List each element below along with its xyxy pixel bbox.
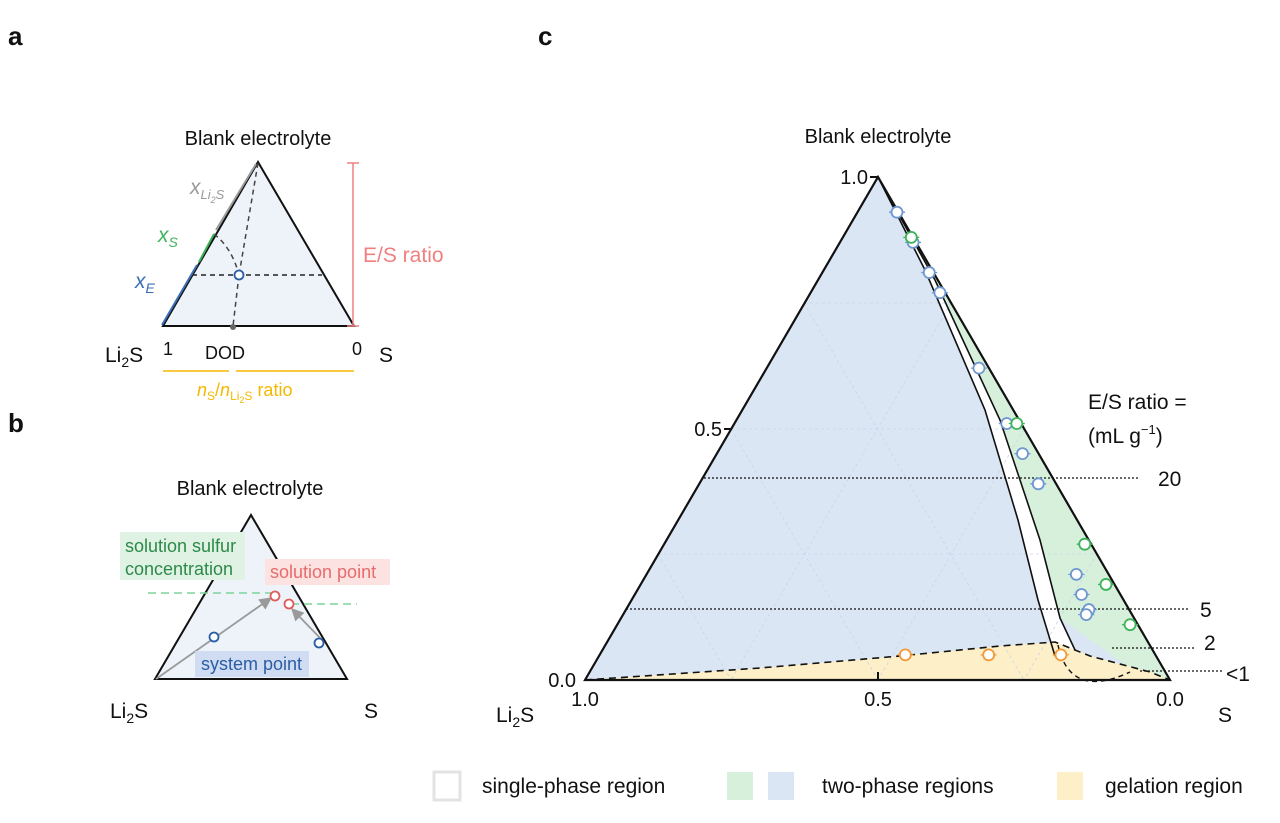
legend-gel: gelation region: [1105, 775, 1243, 798]
panel-a-right-vertex: S: [379, 344, 393, 367]
gelation-boundary: [584, 641, 1171, 681]
data-point: [1097, 578, 1114, 591]
data-point: [1122, 618, 1139, 632]
x-li2s-bar: [215, 163, 257, 231]
data-point-marker: [890, 205, 904, 219]
data-point: [921, 266, 938, 279]
x-tick-1: 1.0: [571, 689, 599, 711]
data-point: [1078, 608, 1095, 622]
panel-a-letter: a: [8, 21, 23, 51]
panel-c-right-vertex: S: [1218, 704, 1232, 727]
panel-a-system-point: [233, 269, 245, 281]
data-point-marker: [898, 648, 912, 662]
panel-b-right-vertex: S: [364, 700, 378, 723]
x-s-bar: [198, 233, 215, 263]
sulfur-conc-label-1: solution sulfur: [125, 536, 236, 556]
panel-b-left-vertex: Li2S: [110, 700, 148, 726]
es-level-2: 2: [1204, 632, 1216, 655]
data-point: [1076, 537, 1093, 551]
data-point: [903, 230, 920, 244]
solution-point-label: solution point: [270, 562, 376, 582]
ns-nli2s-ratio-label: nS/nLi2S ratio: [197, 380, 292, 405]
dod-right-value: 0: [352, 339, 362, 359]
x-li2s-label: xLi2S: [189, 176, 225, 205]
data-point-marker: [1099, 578, 1113, 591]
single-phase-region: [878, 177, 1075, 656]
data-point-marker: [1069, 567, 1083, 581]
panel-a-title: Blank electrolyte: [185, 128, 332, 150]
data-point-marker: [1016, 447, 1029, 461]
legend-swatch-green: [727, 772, 753, 800]
system-point-label: system point: [201, 654, 302, 674]
data-point: [1052, 648, 1069, 662]
data-point: [931, 286, 948, 300]
y-tick-1: 1.0: [840, 167, 868, 189]
es-header-line-1: E/S ratio =: [1088, 391, 1187, 414]
panel-c-title: Blank electrolyte: [805, 126, 952, 148]
x-tick-0-5: 0.5: [864, 689, 892, 711]
es-header-line-2: (mL g−1): [1088, 422, 1163, 448]
green-phase-boundary: [877, 176, 1076, 651]
legend-single: single-phase region: [482, 775, 665, 798]
panel-c-left-vertex: Li2S: [496, 704, 534, 730]
y-tick-0-5: 0.5: [694, 419, 722, 441]
x-e-bar: [161, 264, 198, 326]
panel-a-ternary: [161, 160, 359, 330]
legend: single-phase region two-phase regions ge…: [432, 770, 1243, 802]
panel-a-dod-marker: [230, 324, 236, 330]
panel-b-ternary: [148, 513, 357, 680]
legend-swatch-single: [432, 770, 462, 802]
y-tick-0: 0.0: [548, 670, 576, 692]
data-point-marker: [1010, 417, 1024, 430]
data-point-marker: [972, 361, 986, 375]
x-tick-0: 0.0: [1156, 689, 1184, 711]
data-point-marker: [1078, 537, 1092, 551]
data-point: [980, 648, 997, 662]
data-point-marker: [922, 266, 936, 279]
panel-b-letter: b: [8, 408, 24, 438]
data-point: [889, 205, 906, 219]
panel-b-title: Blank electrolyte: [177, 478, 324, 500]
scatter-points: [889, 205, 1139, 662]
sulfur-conc-box: [120, 532, 245, 580]
solution-point-box: [265, 559, 390, 585]
legend-swatch-gel: [1057, 772, 1083, 800]
es-level-20: 20: [1158, 468, 1181, 491]
data-point: [1030, 477, 1047, 491]
blue-phase-boundary: [877, 176, 1056, 657]
es-ratio-label: E/S ratio: [363, 244, 444, 267]
data-point-marker: [982, 648, 996, 662]
data-point-marker: [1031, 477, 1045, 491]
legend-swatch-blue: [768, 772, 794, 800]
panel-c-ternary: [583, 174, 1222, 683]
sulfur-conc-label-2: concentration: [125, 559, 233, 579]
data-point: [1068, 567, 1085, 581]
data-point-marker: [1075, 588, 1088, 601]
legend-two: two-phase regions: [822, 775, 994, 798]
data-point: [1073, 588, 1090, 601]
data-point: [897, 648, 914, 662]
data-point-marker: [1054, 648, 1068, 662]
data-point-marker: [1123, 618, 1137, 632]
es-level-lt1: <1: [1226, 663, 1250, 686]
data-point: [970, 361, 987, 375]
data-point: [1014, 447, 1031, 461]
panel-a-left-vertex: Li2S: [105, 344, 143, 370]
x-s-label: xS: [157, 224, 179, 250]
data-point-marker: [1079, 608, 1093, 622]
data-point-marker: [933, 286, 947, 300]
x-e-label: xE: [134, 270, 156, 296]
system-point-box: [195, 651, 309, 677]
data-point: [1008, 417, 1025, 430]
panel-c-letter: c: [538, 21, 552, 51]
dod-left-value: 1: [163, 339, 173, 359]
data-point-marker: [904, 230, 918, 244]
es-level-5: 5: [1200, 599, 1212, 622]
dod-label: DOD: [205, 343, 245, 363]
